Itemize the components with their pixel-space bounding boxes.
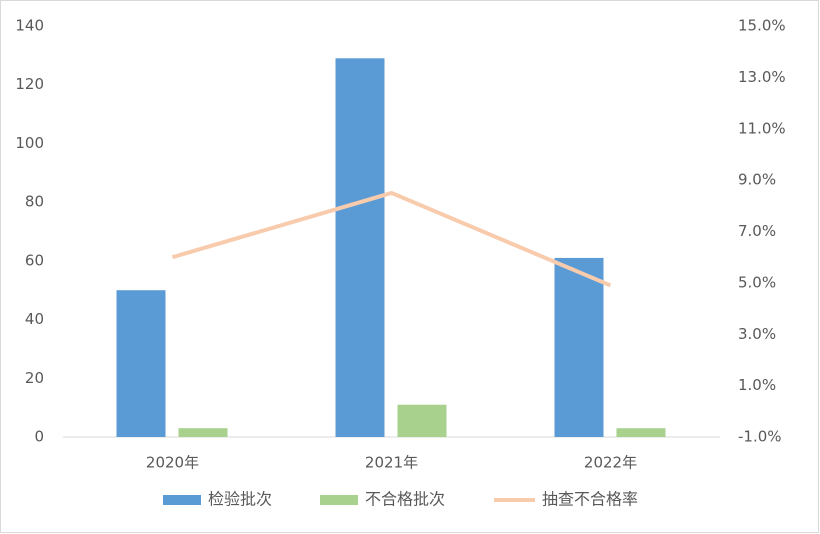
y2-tick-label: 11.0%	[738, 119, 786, 137]
y2-tick-label: 15.0%	[738, 17, 786, 35]
bar	[335, 58, 385, 438]
y-tick-label: 120	[15, 75, 44, 93]
y-tick-label: 40	[25, 310, 44, 328]
legend-swatch	[163, 495, 201, 505]
y-tick-label: 80	[25, 193, 44, 211]
legend-swatch	[320, 495, 358, 505]
bar	[397, 404, 447, 437]
y-tick-label: 140	[15, 17, 44, 35]
x-tick-label: 2020年	[146, 454, 199, 472]
y2-tick-label: 9.0%	[738, 171, 776, 189]
y2-tick-label: 7.0%	[738, 222, 776, 240]
y2-tick-label: 1.0%	[738, 376, 776, 394]
bar	[116, 290, 166, 437]
y2-tick-label: 13.0%	[738, 68, 786, 86]
legend-label: 不合格批次	[365, 490, 445, 509]
x-tick-label: 2022年	[584, 454, 637, 472]
y2-tick-label: -1.0%	[738, 428, 782, 446]
y-tick-label: 20	[25, 369, 44, 387]
bar	[178, 428, 228, 437]
legend-label: 抽查不合格率	[542, 490, 638, 509]
legend: 检验批次 不合格批次 抽查不合格率	[163, 490, 638, 509]
bar	[616, 428, 666, 437]
x-tick-label: 2021年	[365, 454, 418, 472]
y-tick-label: 0	[34, 428, 44, 446]
bar	[554, 257, 604, 437]
y2-tick-label: 5.0%	[738, 273, 776, 291]
legend-label: 检验批次	[208, 490, 272, 509]
y2-tick-label: 3.0%	[738, 325, 776, 343]
y-tick-label: 60	[25, 251, 44, 269]
y-tick-label: 100	[15, 134, 44, 152]
line-series	[171, 190, 612, 288]
